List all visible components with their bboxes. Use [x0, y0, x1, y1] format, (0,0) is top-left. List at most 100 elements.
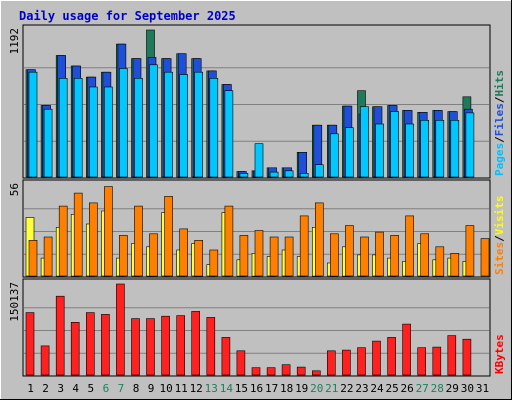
day-label-28: 28	[431, 382, 444, 395]
bar-sites-day-9	[149, 233, 158, 277]
bar-sites-day-3	[58, 205, 68, 277]
day-label-31: 31	[476, 382, 489, 395]
legend-part: Hits	[493, 70, 506, 97]
bar-sites-day-28	[435, 246, 445, 277]
bar-pages-day-28	[435, 120, 445, 178]
bar-pages-day-27	[420, 120, 430, 178]
bar-pages-day-23	[360, 106, 369, 178]
bar-sites-day-24	[375, 231, 384, 277]
bar-sites-day-20	[314, 202, 324, 277]
bar-sites-day-18	[284, 236, 294, 277]
bar-sites-day-11	[179, 228, 188, 277]
bar-sites-day-4	[73, 192, 83, 277]
bar-sites-day-2	[43, 236, 53, 277]
legend-part: /	[493, 136, 506, 143]
bar-kbytes-day-22	[342, 349, 351, 376]
bar-sites-day-12	[194, 240, 203, 277]
bar-sites-day-29	[450, 253, 460, 277]
bar-sites-day-8	[134, 205, 143, 277]
bar-kbytes-day-17	[266, 367, 276, 376]
bar-kbytes-day-1	[25, 312, 35, 376]
day-label-19: 19	[295, 382, 308, 395]
day-label-30: 30	[461, 382, 474, 395]
day-axis-labels: 1 2 3 4 5 6 7 8 9 10 11 12 13 14 15 16 17 18 19 20 21 22 23 24 2…	[27, 382, 489, 395]
day-label-3: 3	[57, 382, 64, 395]
day-label-14: 14	[220, 382, 234, 395]
bar-kbytes-day-25	[387, 337, 396, 376]
bar-pages-day-6	[104, 86, 113, 178]
bar-sites-day-13	[209, 249, 219, 277]
bar-kbytes-day-6	[101, 314, 110, 376]
bar-sites-day-26	[405, 215, 414, 277]
bar-pages-day-1	[28, 71, 38, 178]
bar-kbytes-day-5	[86, 312, 95, 376]
day-label-6: 6	[103, 382, 110, 395]
bar-sites-day-21	[329, 233, 339, 277]
day-label-29: 29	[446, 382, 459, 395]
bar-sites-day-22	[345, 225, 354, 277]
legend-part: /	[493, 235, 506, 242]
bar-kbytes-day-27	[417, 347, 427, 376]
day-label-12: 12	[190, 382, 203, 395]
chart-panels: 1192Pages/Files/Hits56Sites/Visits150137…	[8, 24, 506, 377]
day-label-22: 22	[340, 382, 353, 395]
bar-sites-day-5	[89, 202, 98, 277]
bar-pages-day-10	[164, 71, 173, 178]
bar-kbytes-day-12	[191, 311, 200, 376]
day-label-23: 23	[355, 382, 368, 395]
day-label-21: 21	[325, 382, 338, 395]
legend-part: /	[493, 96, 506, 103]
day-label-10: 10	[159, 382, 172, 395]
panel-max-label: 56	[8, 183, 21, 196]
bar-kbytes-day-14	[221, 337, 231, 376]
legend-part: KBytes	[493, 334, 506, 374]
day-label-13: 13	[205, 382, 218, 395]
bar-pages-day-2	[43, 108, 53, 178]
day-label-1: 1	[27, 382, 34, 395]
day-label-8: 8	[133, 382, 140, 395]
bar-kbytes-day-28	[432, 346, 442, 376]
bar-sites-day-23	[360, 236, 369, 277]
bar-sites-day-6	[104, 186, 113, 277]
bar-pages-day-14	[224, 90, 234, 178]
bar-kbytes-day-26	[402, 323, 411, 376]
panel-kbytes: 150137 KBytes	[8, 278, 506, 377]
day-label-15: 15	[235, 382, 248, 395]
day-label-9: 9	[148, 382, 155, 395]
bar-sites-day-19	[299, 215, 309, 277]
bar-sites-day-30	[465, 225, 475, 277]
bar-pages-day-15	[239, 173, 249, 178]
day-label-20: 20	[310, 382, 323, 395]
bar-pages-day-13	[209, 78, 219, 178]
bar-pages-day-22	[345, 127, 354, 178]
bar-pages-day-24	[375, 123, 384, 178]
bar-pages-day-11	[179, 74, 188, 178]
panel-side-legend: KBytes	[493, 334, 506, 374]
legend-part: Visits	[493, 196, 506, 236]
bar-pages-day-18	[284, 170, 294, 178]
legend-part: Pages	[493, 143, 506, 176]
bar-kbytes-day-4	[70, 321, 80, 376]
bar-pages-day-20	[314, 164, 324, 178]
bar-pages-day-7	[119, 68, 128, 178]
bar-pages-day-3	[58, 78, 68, 178]
bar-kbytes-day-9	[146, 318, 155, 376]
panel-max-label: 150137	[8, 282, 21, 322]
bar-pages-day-19	[299, 173, 309, 178]
day-label-11: 11	[175, 382, 188, 395]
bar-kbytes-day-3	[55, 295, 65, 376]
bar-kbytes-day-15	[236, 350, 246, 376]
bar-kbytes-day-11	[176, 315, 185, 376]
bar-kbytes-day-16	[251, 367, 261, 376]
day-label-27: 27	[416, 382, 429, 395]
day-label-18: 18	[280, 382, 293, 395]
bar-kbytes-day-18	[281, 364, 291, 376]
bar-sites-day-31	[480, 238, 490, 277]
day-label-25: 25	[385, 382, 398, 395]
bar-pages-day-16	[254, 143, 264, 178]
bar-sites-day-17	[269, 236, 279, 277]
panel-background	[22, 278, 491, 377]
bar-kbytes-day-23	[357, 347, 366, 376]
bar-sites-day-15	[239, 235, 249, 277]
